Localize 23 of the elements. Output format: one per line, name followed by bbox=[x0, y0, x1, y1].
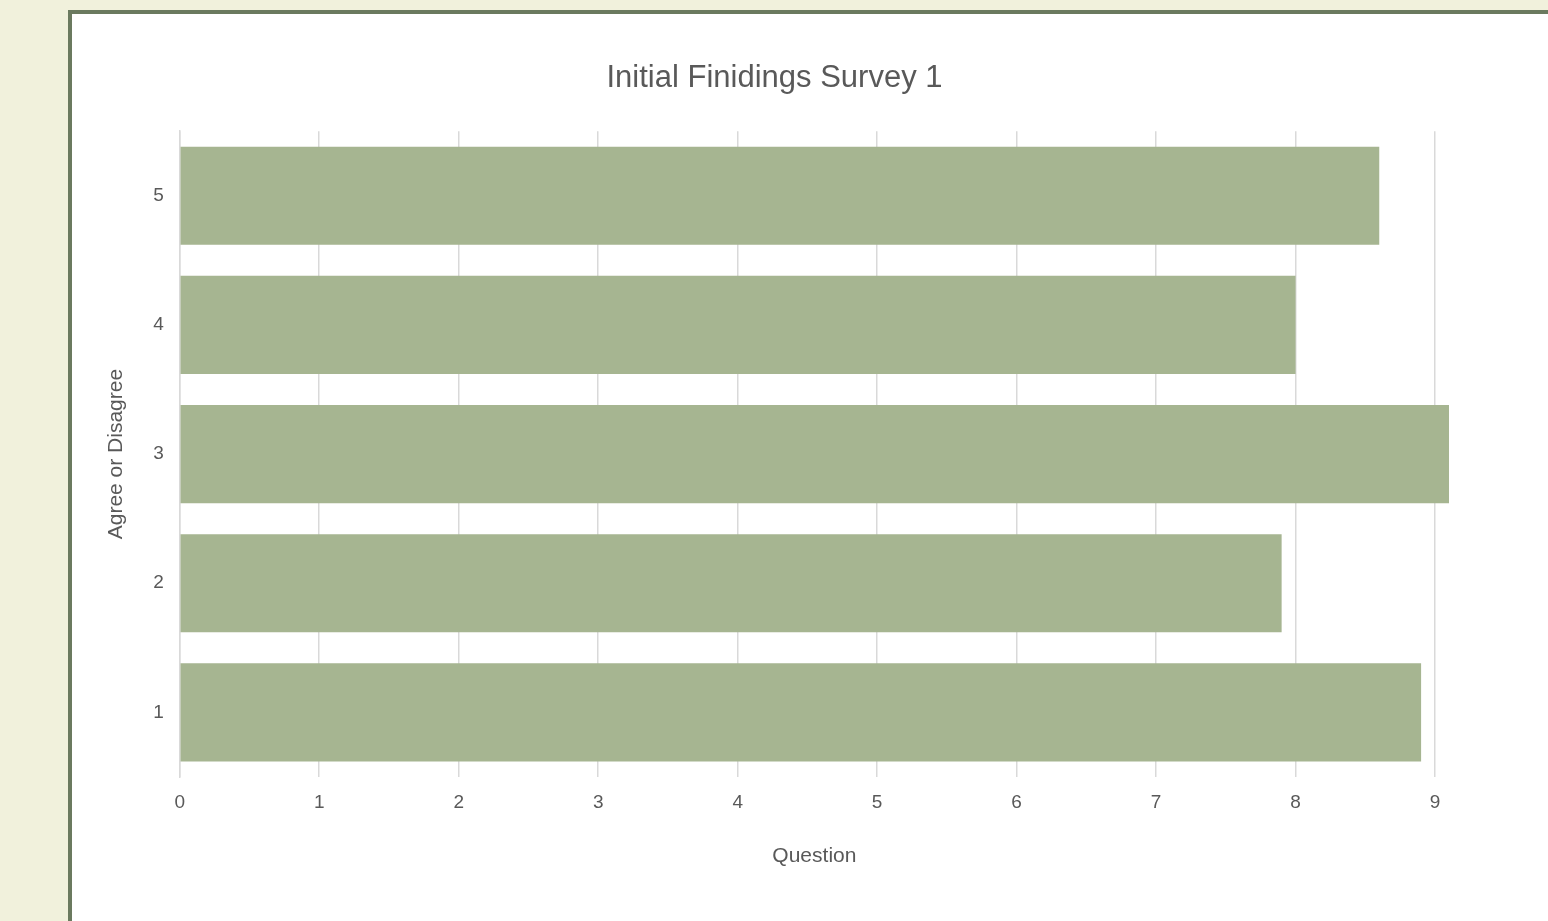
x-tick-label: 7 bbox=[1150, 790, 1162, 812]
bar bbox=[180, 663, 1422, 762]
x-tick-label: 9 bbox=[1429, 790, 1441, 812]
bar bbox=[180, 405, 1449, 504]
x-tick-label: 5 bbox=[871, 790, 883, 812]
x-tick-label: 2 bbox=[453, 790, 465, 812]
bar bbox=[180, 275, 1296, 375]
y-tick-label: 5 bbox=[153, 184, 164, 206]
bar bbox=[180, 146, 1380, 245]
x-tick-label: 4 bbox=[732, 790, 744, 812]
y-tick-label: 1 bbox=[153, 700, 164, 722]
y-tick-label: 2 bbox=[153, 571, 164, 593]
y-tick-label: 4 bbox=[153, 313, 165, 335]
y-tick-label: 3 bbox=[153, 442, 164, 464]
x-tick-label: 3 bbox=[592, 790, 604, 812]
bar bbox=[180, 534, 1282, 633]
x-tick-label: 1 bbox=[313, 790, 325, 812]
x-tick-label: 8 bbox=[1290, 790, 1301, 812]
x-tick-label: 0 bbox=[174, 790, 186, 812]
y-axis-title: Agree or Disagree bbox=[103, 368, 127, 540]
x-tick-label: 6 bbox=[1011, 790, 1022, 812]
x-axis-title: Question bbox=[772, 843, 857, 867]
chart-title: Initial Finidings Survey 1 bbox=[606, 59, 943, 95]
